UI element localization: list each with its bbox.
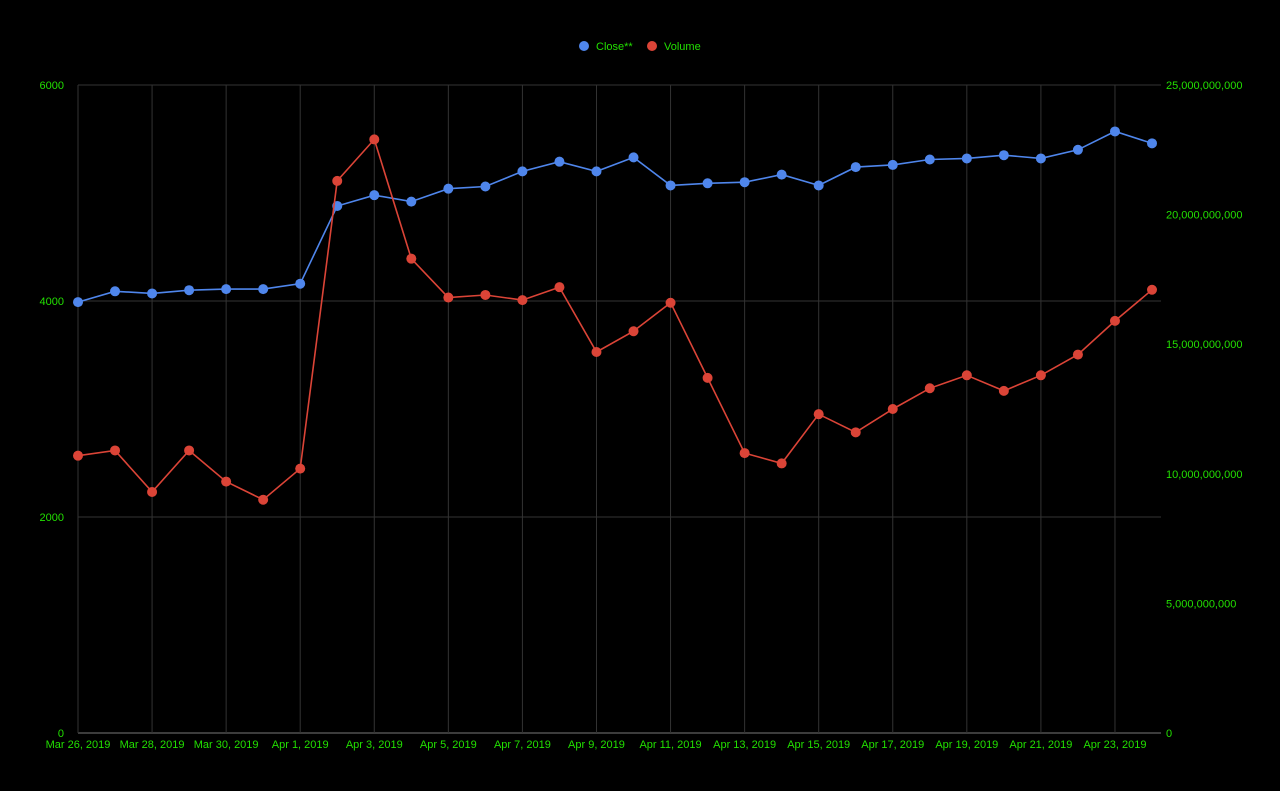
y-right-tick-label: 10,000,000,000 bbox=[1166, 469, 1242, 481]
right-axis: 0 5,000,000,000 10,000,000,000 15,000,000,0… bbox=[1166, 80, 1242, 740]
legend-label-close: Close** bbox=[596, 41, 633, 53]
data-point[interactable] bbox=[332, 175, 343, 186]
data-point[interactable] bbox=[924, 154, 935, 165]
data-point[interactable] bbox=[184, 285, 195, 296]
data-point[interactable] bbox=[369, 134, 380, 145]
series-layer bbox=[73, 126, 1157, 505]
data-point[interactable] bbox=[739, 448, 750, 459]
series-close bbox=[73, 126, 1157, 308]
legend[interactable]: Close** Volume bbox=[579, 41, 701, 53]
series-line bbox=[77, 130, 1153, 303]
data-point[interactable] bbox=[110, 445, 121, 456]
data-point[interactable] bbox=[1072, 144, 1083, 155]
data-point[interactable] bbox=[1035, 153, 1046, 164]
data-point[interactable] bbox=[665, 180, 676, 191]
y-right-tick-label: 20,000,000,000 bbox=[1166, 210, 1242, 222]
x-tick-label: Apr 1, 2019 bbox=[272, 739, 329, 751]
x-tick-label: Apr 17, 2019 bbox=[861, 739, 924, 751]
data-point[interactable] bbox=[1147, 138, 1157, 149]
data-point[interactable] bbox=[850, 427, 861, 438]
data-point[interactable] bbox=[443, 183, 454, 194]
legend-marker-volume bbox=[647, 41, 657, 51]
x-tick-label: Apr 3, 2019 bbox=[346, 739, 403, 751]
data-point[interactable] bbox=[221, 476, 232, 487]
data-point[interactable] bbox=[147, 486, 158, 497]
y-right-tick-label: 5,000,000,000 bbox=[1166, 598, 1236, 610]
data-point[interactable] bbox=[887, 159, 898, 170]
data-point[interactable] bbox=[480, 181, 491, 192]
data-point[interactable] bbox=[517, 166, 528, 177]
data-point[interactable] bbox=[480, 289, 491, 300]
data-point[interactable] bbox=[591, 166, 602, 177]
data-point[interactable] bbox=[406, 196, 417, 207]
left-axis: 0 2000 4000 6000 bbox=[40, 80, 64, 740]
data-point[interactable] bbox=[887, 404, 898, 414]
legend-marker-close bbox=[579, 41, 589, 51]
data-point[interactable] bbox=[702, 372, 713, 383]
data-point[interactable] bbox=[1109, 315, 1120, 326]
data-point[interactable] bbox=[443, 292, 454, 303]
data-point[interactable] bbox=[554, 156, 565, 167]
y-left-tick-label: 2000 bbox=[40, 512, 64, 524]
data-point[interactable] bbox=[147, 288, 158, 299]
legend-label-volume: Volume bbox=[664, 41, 701, 53]
data-point[interactable] bbox=[776, 458, 787, 469]
data-point[interactable] bbox=[73, 297, 83, 308]
data-point[interactable] bbox=[1035, 370, 1046, 381]
data-point[interactable] bbox=[1072, 349, 1083, 360]
data-point[interactable] bbox=[258, 494, 269, 505]
y-left-tick-label: 0 bbox=[58, 728, 64, 740]
x-tick-label: Apr 5, 2019 bbox=[420, 739, 477, 751]
data-point[interactable] bbox=[998, 150, 1009, 161]
data-point[interactable] bbox=[961, 153, 972, 164]
x-tick-label: Apr 21, 2019 bbox=[1009, 739, 1072, 751]
data-point[interactable] bbox=[221, 284, 232, 295]
y-right-tick-label: 25,000,000,000 bbox=[1166, 80, 1242, 92]
x-tick-label: Apr 13, 2019 bbox=[713, 739, 776, 751]
x-tick-label: Mar 26, 2019 bbox=[46, 739, 111, 751]
data-point[interactable] bbox=[961, 370, 972, 381]
x-tick-label: Mar 28, 2019 bbox=[120, 739, 185, 751]
x-tick-label: Mar 30, 2019 bbox=[194, 739, 259, 751]
series-volume bbox=[73, 134, 1157, 505]
data-point[interactable] bbox=[628, 326, 639, 337]
data-point[interactable] bbox=[1109, 126, 1120, 137]
y-left-tick-label: 4000 bbox=[40, 296, 64, 308]
x-tick-label: Apr 15, 2019 bbox=[787, 739, 850, 751]
x-tick-label: Apr 23, 2019 bbox=[1083, 739, 1146, 751]
x-tick-label: Apr 11, 2019 bbox=[639, 739, 701, 751]
data-point[interactable] bbox=[591, 346, 602, 357]
data-point[interactable] bbox=[73, 450, 83, 461]
data-point[interactable] bbox=[739, 177, 750, 188]
gridlines bbox=[77, 84, 1161, 734]
y-left-tick-label: 6000 bbox=[40, 80, 64, 92]
y-right-tick-label: 0 bbox=[1166, 728, 1172, 740]
data-point[interactable] bbox=[554, 282, 565, 293]
data-point[interactable] bbox=[776, 169, 787, 180]
data-point[interactable] bbox=[184, 445, 195, 456]
x-tick-label: Apr 7, 2019 bbox=[494, 739, 551, 751]
series-line bbox=[77, 137, 1153, 501]
x-tick-label: Apr 19, 2019 bbox=[935, 739, 998, 751]
x-tick-label: Apr 9, 2019 bbox=[568, 739, 625, 751]
data-point[interactable] bbox=[517, 295, 528, 306]
y-right-tick-label: 15,000,000,000 bbox=[1166, 339, 1242, 351]
data-point[interactable] bbox=[813, 180, 824, 191]
x-axis: Mar 26, 2019 Mar 28, 2019 Mar 30, 2019 Apr … bbox=[46, 739, 1147, 751]
data-point[interactable] bbox=[369, 190, 380, 201]
data-point[interactable] bbox=[665, 297, 676, 308]
data-point[interactable] bbox=[702, 178, 713, 189]
data-point[interactable] bbox=[1147, 284, 1157, 295]
data-point[interactable] bbox=[813, 409, 824, 420]
data-point[interactable] bbox=[110, 286, 121, 297]
data-point[interactable] bbox=[998, 385, 1009, 396]
data-point[interactable] bbox=[850, 162, 861, 173]
data-point[interactable] bbox=[628, 152, 639, 163]
data-point[interactable] bbox=[406, 253, 417, 264]
data-point[interactable] bbox=[258, 284, 269, 295]
data-point[interactable] bbox=[924, 383, 935, 394]
data-point[interactable] bbox=[295, 463, 306, 474]
data-point[interactable] bbox=[295, 278, 306, 289]
